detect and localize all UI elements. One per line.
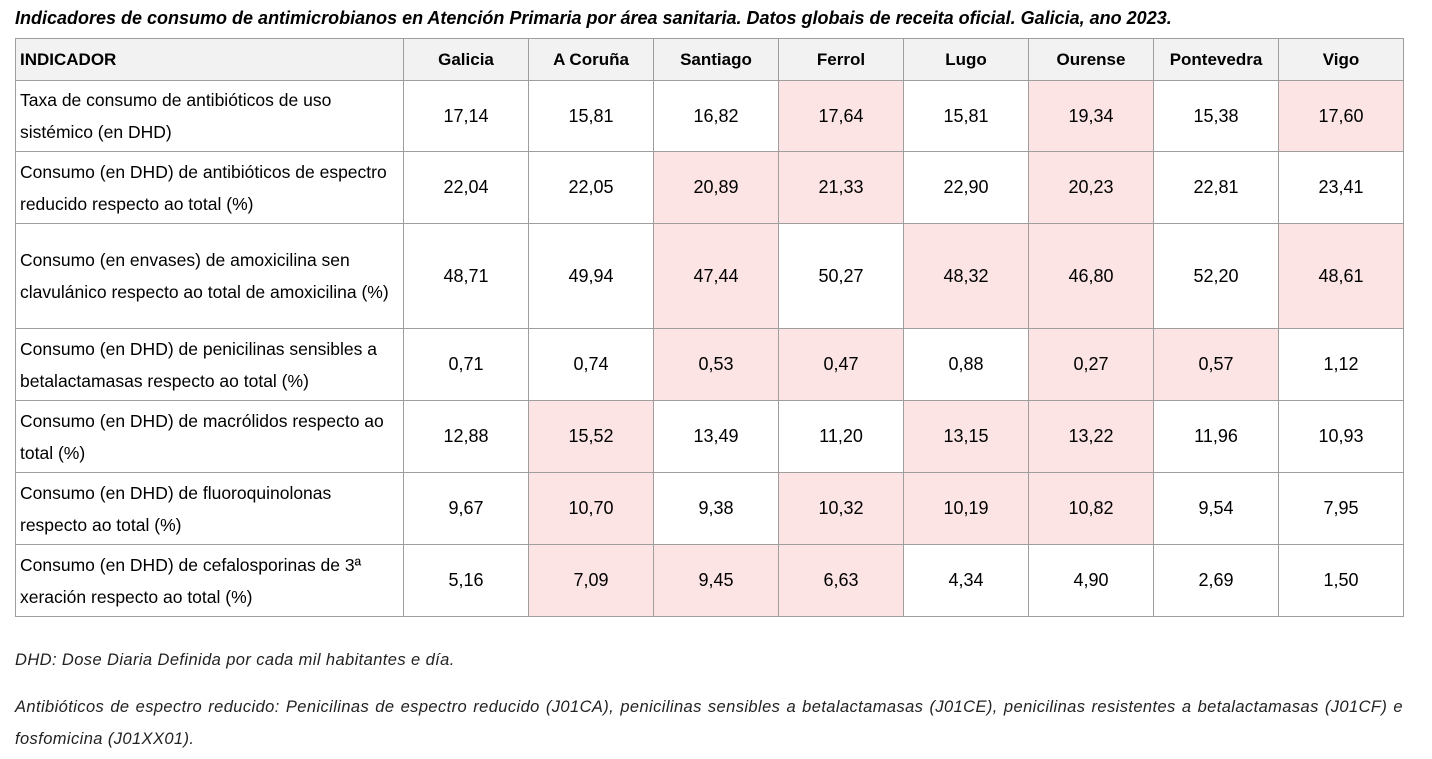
table-row: Consumo (en DHD) de penicilinas sensible…	[15, 328, 1404, 401]
value-cell: 1,50	[1278, 544, 1404, 617]
value-cell: 13,49	[653, 400, 779, 473]
value-cell: 49,94	[528, 223, 654, 329]
table-row: Consumo (en DHD) de cefalosporinas de 3ª…	[15, 544, 1404, 617]
value-cell: 15,81	[528, 80, 654, 152]
header-row: INDICADOR Galicia A Coruña Santiago Ferrol Lu…	[15, 38, 1404, 81]
header-cell: Ourense	[1028, 38, 1154, 81]
value-cell: 9,38	[653, 472, 779, 545]
value-cell: 10,93	[1278, 400, 1404, 473]
header-cell: A Coruña	[528, 38, 654, 81]
table-row: Taxa de consumo de antibióticos de uso s…	[15, 80, 1404, 152]
header-cell: Lugo	[903, 38, 1029, 81]
value-cell: 10,82	[1028, 472, 1154, 545]
indicator-label: Consumo (en DHD) de fluoroquinolonas res…	[15, 472, 404, 545]
value-cell: 46,80	[1028, 223, 1154, 329]
header-cell: INDICADOR	[15, 38, 404, 81]
value-cell: 13,22	[1028, 400, 1154, 473]
note: DHD: Dose Diaria Definida por cada mil h…	[15, 651, 455, 669]
title: Indicadores de consumo de antimicrobiano…	[15, 8, 1172, 28]
value-cell: 23,41	[1278, 151, 1404, 224]
value-cell: 9,45	[653, 544, 779, 617]
value-cell: 7,95	[1278, 472, 1404, 545]
value-cell: 20,89	[653, 151, 779, 224]
value-cell: 9,67	[403, 472, 529, 545]
note: Antibióticos de espectro reducido: Penic…	[15, 698, 1403, 748]
indicator-label: Consumo (en DHD) de antibióticos de espe…	[15, 151, 404, 224]
value-cell: 0,53	[653, 328, 779, 401]
value-cell: 13,15	[903, 400, 1029, 473]
value-cell: 47,44	[653, 223, 779, 329]
table-row: Consumo (en DHD) de fluoroquinolonas res…	[15, 472, 1404, 545]
value-cell: 0,88	[903, 328, 1029, 401]
value-cell: 2,69	[1153, 544, 1279, 617]
table-row: Consumo (en DHD) de macrólidos respecto …	[15, 400, 1404, 473]
value-cell: 20,23	[1028, 151, 1154, 224]
value-cell: 10,70	[528, 472, 654, 545]
value-cell: 48,32	[903, 223, 1029, 329]
value-cell: 48,71	[403, 223, 529, 329]
indicator-table: INDICADOR Galicia A Coruña Santiago Ferrol Lu…	[15, 38, 1404, 617]
value-cell: 11,96	[1153, 400, 1279, 473]
indicator-label: Consumo (en DHD) de penicilinas sensible…	[15, 328, 404, 401]
value-cell: 9,54	[1153, 472, 1279, 545]
value-cell: 0,57	[1153, 328, 1279, 401]
header-cell: Ferrol	[778, 38, 904, 81]
value-cell: 15,81	[903, 80, 1029, 152]
value-cell: 4,90	[1028, 544, 1154, 617]
value-cell: 50,27	[778, 223, 904, 329]
table-row: Consumo (en envases) de amoxicilina sen …	[15, 223, 1404, 329]
value-cell: 6,63	[778, 544, 904, 617]
value-cell: 22,04	[403, 151, 529, 224]
value-cell: 17,64	[778, 80, 904, 152]
header-cell: Galicia	[403, 38, 529, 81]
value-cell: 15,38	[1153, 80, 1279, 152]
value-cell: 17,60	[1278, 80, 1404, 152]
value-cell: 4,34	[903, 544, 1029, 617]
value-cell: 0,71	[403, 328, 529, 401]
indicator-label: Consumo (en DHD) de macrólidos respecto …	[15, 400, 404, 473]
value-cell: 12,88	[403, 400, 529, 473]
indicator-label: Consumo (en envases) de amoxicilina sen …	[15, 223, 404, 329]
value-cell: 22,81	[1153, 151, 1279, 224]
value-cell: 0,74	[528, 328, 654, 401]
value-cell: 52,20	[1153, 223, 1279, 329]
value-cell: 21,33	[778, 151, 904, 224]
value-cell: 0,47	[778, 328, 904, 401]
value-cell: 22,90	[903, 151, 1029, 224]
value-cell: 15,52	[528, 400, 654, 473]
value-cell: 7,09	[528, 544, 654, 617]
value-cell: 10,19	[903, 472, 1029, 545]
value-cell: 17,14	[403, 80, 529, 152]
value-cell: 10,32	[778, 472, 904, 545]
value-cell: 48,61	[1278, 223, 1404, 329]
value-cell: 0,27	[1028, 328, 1154, 401]
value-cell: 19,34	[1028, 80, 1154, 152]
indicator-label: Consumo (en DHD) de cefalosporinas de 3ª…	[15, 544, 404, 617]
value-cell: 22,05	[528, 151, 654, 224]
value-cell: 5,16	[403, 544, 529, 617]
value-cell: 1,12	[1278, 328, 1404, 401]
header-cell: Santiago	[653, 38, 779, 81]
header-cell: Vigo	[1278, 38, 1404, 81]
value-cell: 11,20	[778, 400, 904, 473]
indicator-label: Taxa de consumo de antibióticos de uso s…	[15, 80, 404, 152]
header-cell: Pontevedra	[1153, 38, 1279, 81]
table-row: Consumo (en DHD) de antibióticos de espe…	[15, 151, 1404, 224]
value-cell: 16,82	[653, 80, 779, 152]
